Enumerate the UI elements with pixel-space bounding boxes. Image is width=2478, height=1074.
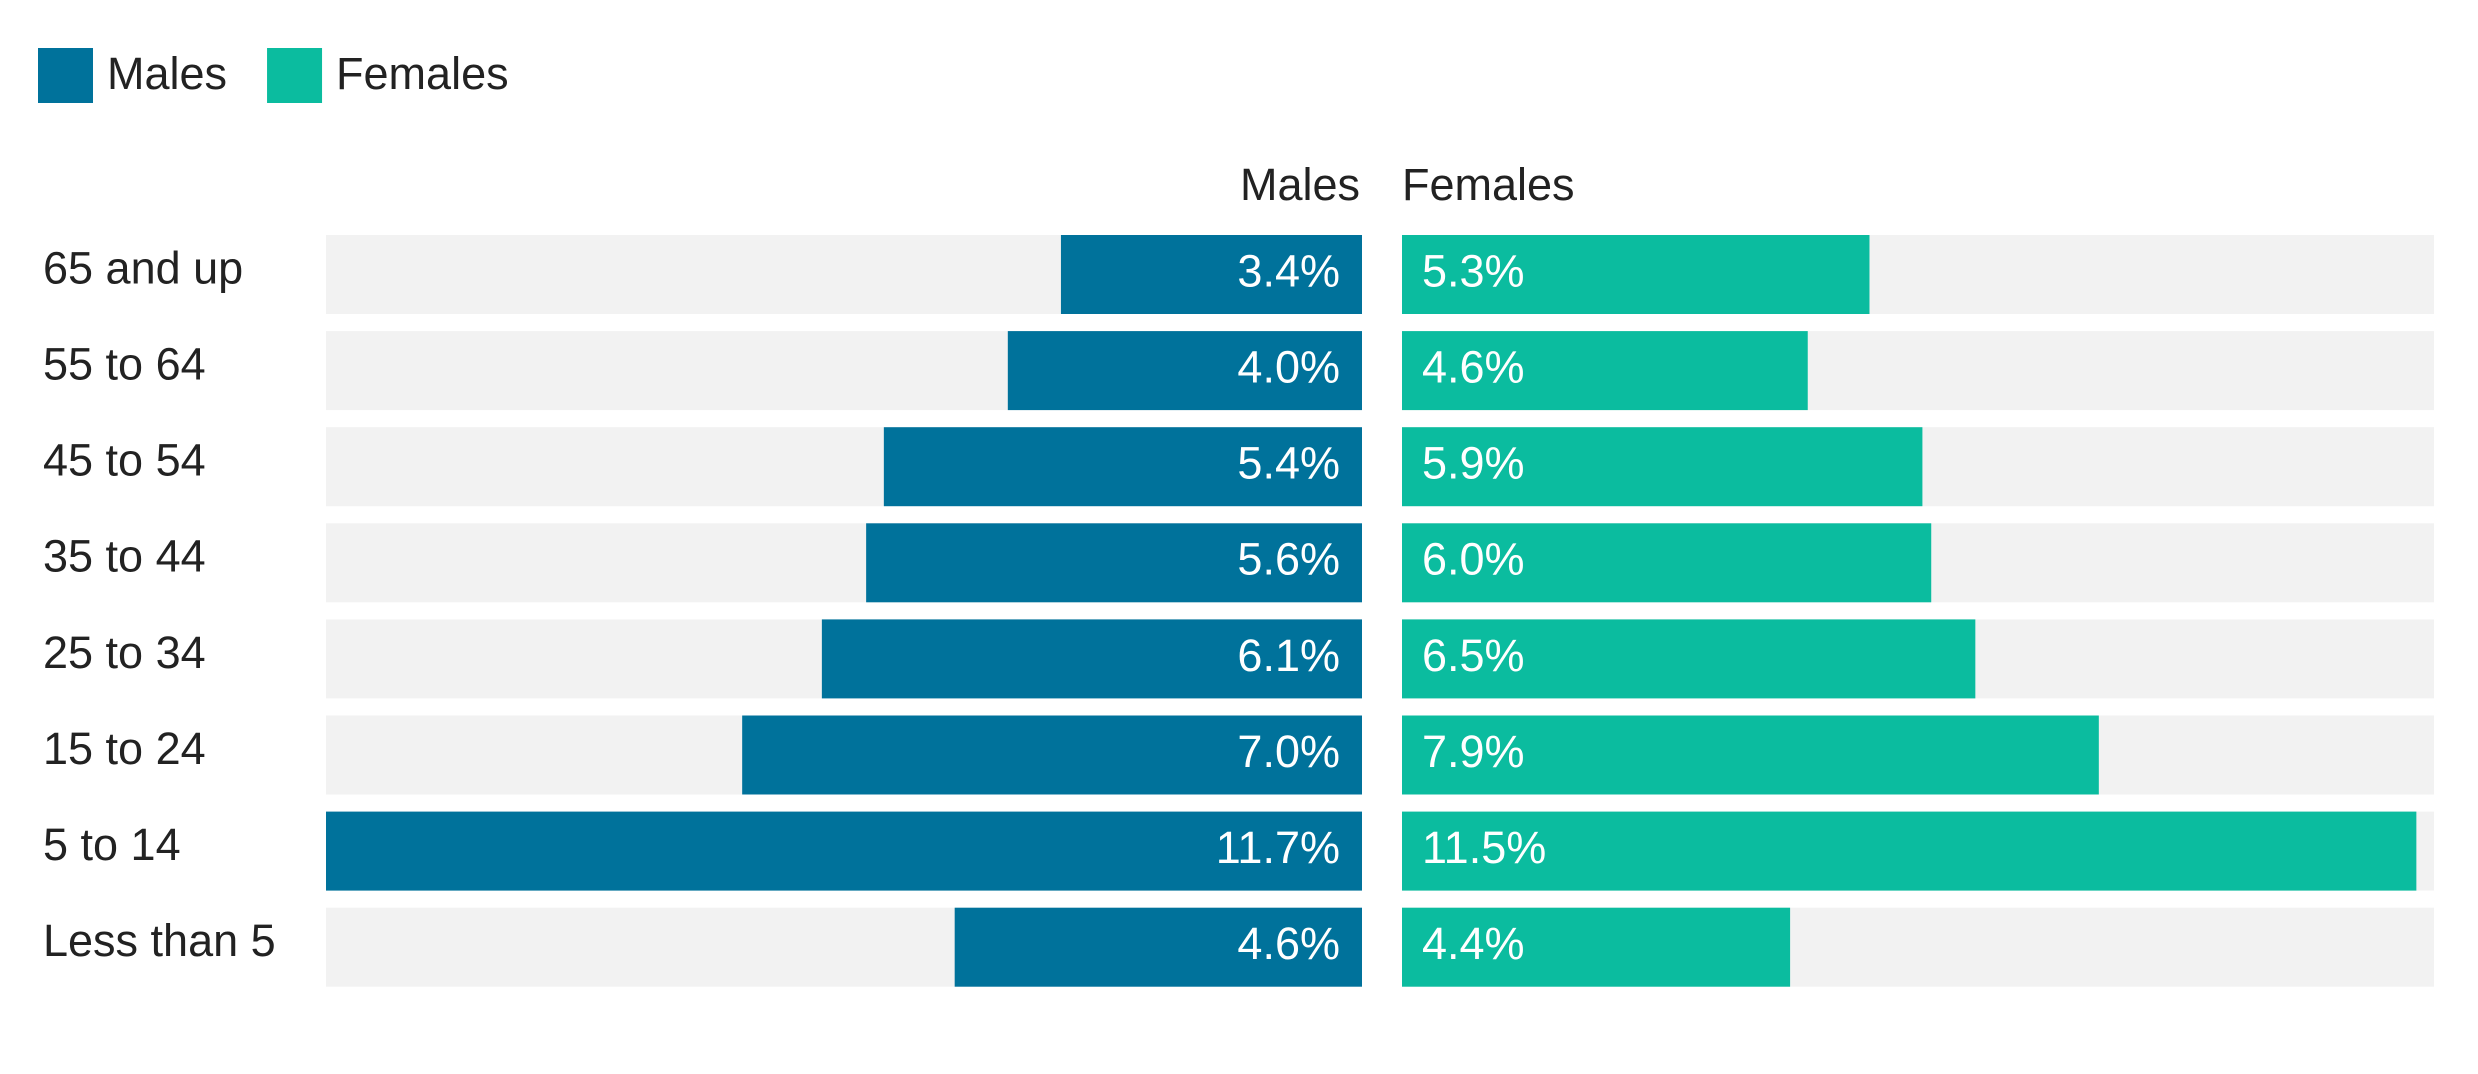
value-label: 7.0%	[1237, 726, 1340, 777]
category-label: Less than 5	[43, 915, 276, 966]
value-label: 4.4%	[1422, 918, 1525, 969]
value-label: 5.6%	[1237, 534, 1340, 585]
bar	[1402, 427, 1923, 507]
legend-label: Males	[107, 48, 227, 99]
bar	[954, 907, 1362, 987]
bar	[1402, 331, 1808, 411]
value-label: 4.6%	[1237, 918, 1340, 969]
legend-swatch	[38, 48, 93, 103]
panel-header: Females	[1402, 159, 1575, 210]
category-label: 5 to 14	[43, 819, 181, 870]
category-label: 55 to 64	[43, 338, 206, 389]
bar	[883, 427, 1362, 507]
value-label: 5.9%	[1422, 438, 1525, 489]
bar	[1402, 619, 1976, 699]
legend-swatch	[267, 48, 323, 103]
panel-header: Males	[1240, 159, 1360, 210]
value-label: 5.3%	[1422, 245, 1525, 296]
value-label: 7.9%	[1422, 726, 1525, 777]
bar	[1402, 715, 2099, 795]
bar	[821, 619, 1362, 699]
value-label: 6.1%	[1237, 630, 1340, 681]
value-label: 11.7%	[1216, 822, 1340, 873]
bar	[1007, 331, 1362, 411]
value-label: 3.4%	[1237, 245, 1340, 296]
category-label: 65 and up	[43, 242, 243, 293]
category-label: 35 to 44	[43, 531, 206, 582]
bar	[1060, 235, 1362, 314]
bar	[1402, 523, 1932, 603]
category-label: 45 to 54	[43, 435, 206, 486]
category-label: 25 to 34	[43, 627, 206, 678]
bar	[866, 523, 1362, 603]
legend-label: Females	[336, 48, 509, 99]
bar	[742, 715, 1362, 795]
value-label: 5.4%	[1237, 438, 1340, 489]
value-label: 11.5%	[1422, 822, 1546, 873]
value-label: 6.5%	[1422, 630, 1525, 681]
value-label: 4.6%	[1422, 341, 1525, 392]
value-label: 4.0%	[1237, 341, 1340, 392]
bar	[1402, 235, 1870, 314]
bar	[1402, 811, 2417, 891]
value-label: 6.0%	[1422, 534, 1525, 585]
category-label: 15 to 24	[43, 723, 206, 774]
bar	[1402, 907, 1791, 987]
bar	[326, 811, 1362, 891]
